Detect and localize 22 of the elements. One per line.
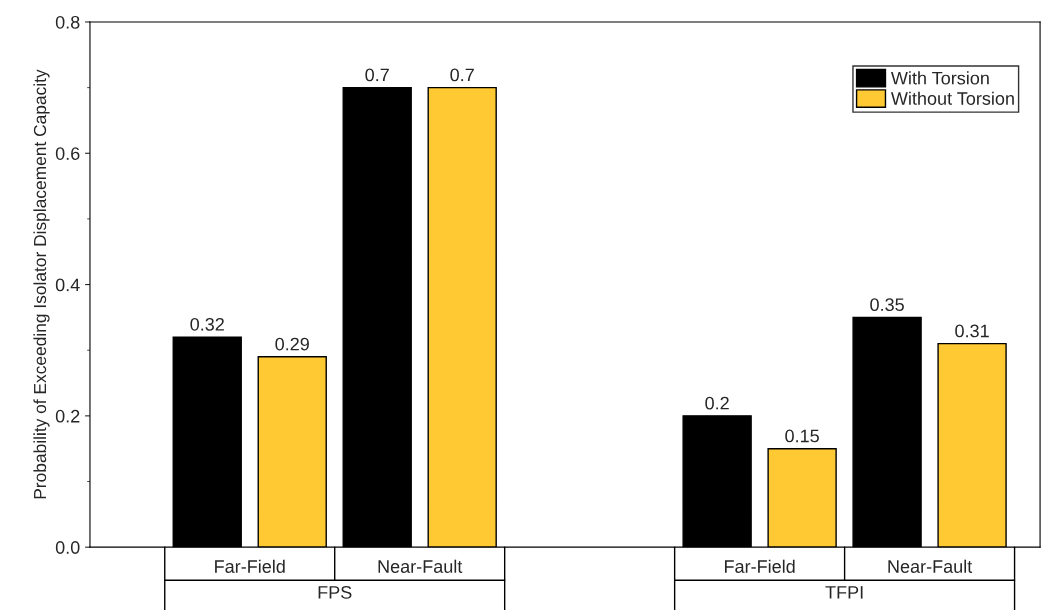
- y-tick-label: 0.2: [55, 409, 80, 423]
- data-label: 0.7: [450, 68, 474, 82]
- y-tick-label: 0.0: [55, 541, 80, 554]
- data-label: 0.32: [190, 317, 224, 331]
- data-label: 0.35: [870, 298, 904, 312]
- y-tick-label: 0.6: [55, 147, 80, 160]
- y-tick-label: 0.8: [55, 15, 80, 29]
- data-label: 0.31: [955, 324, 989, 338]
- x-tick-label: Far-Field: [215, 559, 285, 573]
- x-tick-label: Far-Field: [725, 559, 795, 573]
- data-label: 0.7: [365, 68, 389, 82]
- data-label: 0.2: [705, 396, 729, 410]
- y-tick-label: 0.4: [55, 278, 80, 292]
- y-axis-title: Probability of Exceeding Isolator Displacement Capacity: [33, 69, 50, 499]
- text: TFPI: [825, 586, 863, 599]
- legend-label: With Torsion: [890, 71, 989, 85]
- legend-label: Without Torsion: [890, 91, 1014, 105]
- data-label: 0.29: [275, 337, 309, 351]
- text: FPS: [318, 585, 352, 599]
- x-tick-label: Near-Fault: [888, 559, 973, 573]
- x-tick-label: Near-Fault: [378, 559, 463, 573]
- data-label: 0.15: [785, 429, 819, 443]
